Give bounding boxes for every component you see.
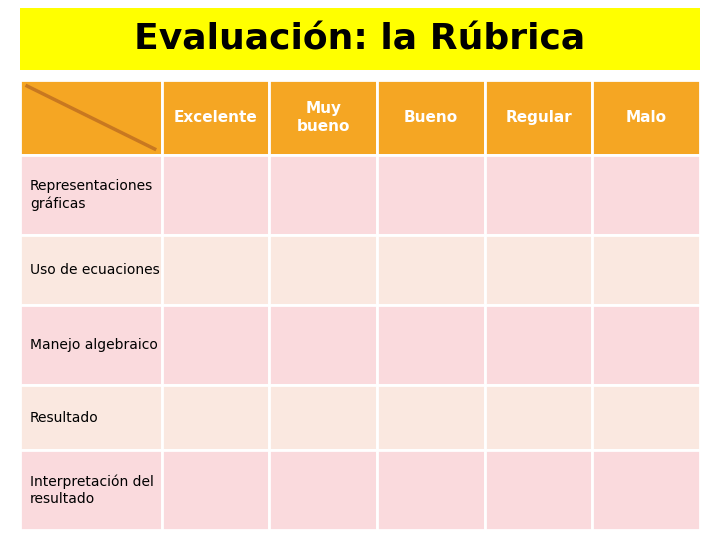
Text: Manejo algebraico: Manejo algebraico xyxy=(30,338,158,352)
Text: Uso de ecuaciones: Uso de ecuaciones xyxy=(30,263,160,277)
Bar xyxy=(377,80,485,155)
Bar xyxy=(162,80,269,155)
Bar xyxy=(269,235,377,305)
Bar xyxy=(485,305,593,384)
Bar xyxy=(485,80,593,155)
Text: Evaluación: la Rúbrica: Evaluación: la Rúbrica xyxy=(135,22,585,56)
Bar xyxy=(377,450,485,530)
Text: Interpretación del
resultado: Interpretación del resultado xyxy=(30,474,154,506)
Bar xyxy=(162,235,269,305)
Text: Excelente: Excelente xyxy=(174,110,258,125)
Bar xyxy=(593,235,700,305)
Bar xyxy=(269,450,377,530)
FancyBboxPatch shape xyxy=(20,8,700,70)
Bar xyxy=(269,384,377,450)
Bar xyxy=(377,155,485,235)
Bar xyxy=(485,384,593,450)
Bar xyxy=(162,384,269,450)
Bar xyxy=(269,305,377,384)
Text: Malo: Malo xyxy=(626,110,667,125)
Bar xyxy=(593,450,700,530)
Text: Resultado: Resultado xyxy=(30,410,99,424)
Bar xyxy=(162,305,269,384)
Text: Bueno: Bueno xyxy=(404,110,458,125)
Bar xyxy=(20,450,162,530)
Bar xyxy=(20,305,162,384)
Bar xyxy=(20,384,162,450)
Bar xyxy=(377,305,485,384)
Bar xyxy=(377,384,485,450)
Bar xyxy=(269,155,377,235)
Bar xyxy=(20,155,162,235)
Bar xyxy=(20,235,162,305)
Bar xyxy=(485,450,593,530)
Bar xyxy=(377,235,485,305)
Bar xyxy=(162,155,269,235)
Bar xyxy=(485,235,593,305)
Bar xyxy=(162,450,269,530)
Text: Muy
bueno: Muy bueno xyxy=(297,100,350,134)
Bar xyxy=(593,384,700,450)
Bar xyxy=(269,80,377,155)
Text: Representaciones
gráficas: Representaciones gráficas xyxy=(30,179,153,211)
Bar xyxy=(593,155,700,235)
Bar xyxy=(593,80,700,155)
Text: Regular: Regular xyxy=(505,110,572,125)
Bar xyxy=(485,155,593,235)
Bar xyxy=(20,80,162,155)
Bar xyxy=(593,305,700,384)
